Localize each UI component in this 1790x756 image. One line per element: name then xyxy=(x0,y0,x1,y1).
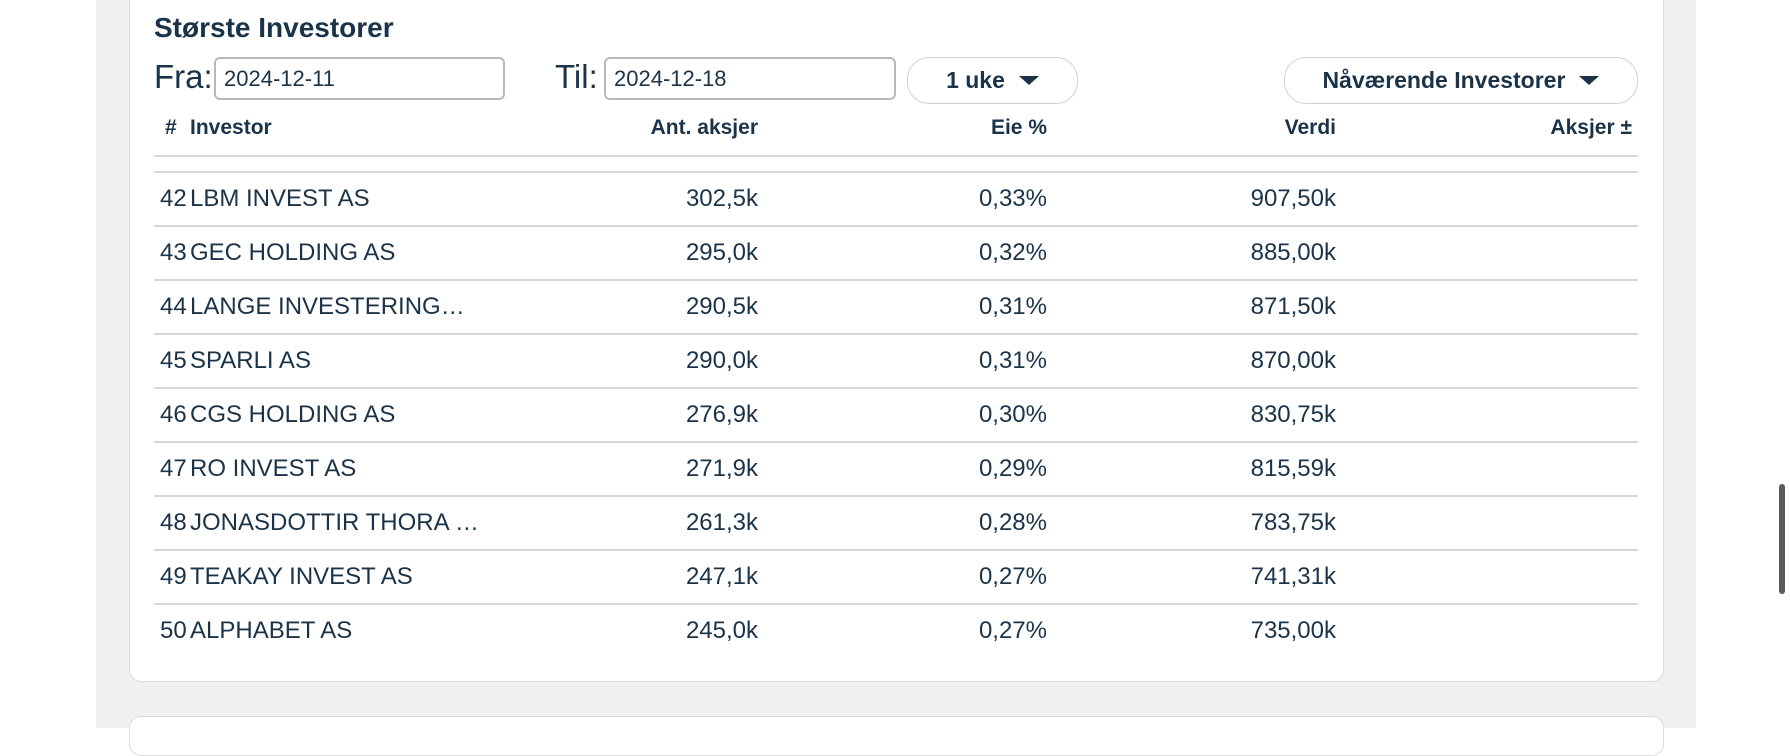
row-shares: 245,0k xyxy=(685,617,758,644)
row-value: 741,31k xyxy=(1250,563,1336,590)
row-investor-name[interactable]: RO INVEST AS xyxy=(190,455,357,482)
row-rank: 47 xyxy=(160,455,187,482)
table-row[interactable]: 48 JONASDOTTIR THORA J… 261,3k 0,28% 783,75k xyxy=(154,497,1638,551)
row-investor-name[interactable]: GEC HOLDING AS xyxy=(190,239,396,266)
row-ownership: 0,30% xyxy=(978,401,1047,428)
row-rank: 48 xyxy=(160,509,187,536)
row-ownership: 0,31% xyxy=(978,293,1047,320)
row-value: 870,00k xyxy=(1250,347,1336,374)
caret-down-icon xyxy=(1018,76,1039,85)
col-value-header[interactable]: Verdi xyxy=(1284,116,1336,139)
row-rank: 49 xyxy=(160,563,187,590)
row-ownership: 0,29% xyxy=(978,455,1047,482)
period-dropdown[interactable]: 1 uke xyxy=(907,57,1078,104)
table-row[interactable]: 46 CGS HOLDING AS 276,9k 0,30% 830,75k xyxy=(154,389,1638,443)
row-value: 783,75k xyxy=(1250,509,1336,536)
from-date-input[interactable] xyxy=(214,57,505,100)
row-shares: 290,5k xyxy=(685,293,758,320)
row-investor-name[interactable]: TEAKAY INVEST AS xyxy=(190,563,413,590)
largest-investors-card xyxy=(129,0,1664,682)
row-value: 871,50k xyxy=(1250,293,1336,320)
row-value: 830,75k xyxy=(1250,401,1336,428)
investor-table-body: 42 LBM INVEST AS 302,5k 0,33% 907,50k 43 GEC H… xyxy=(154,171,1638,659)
row-ownership: 0,28% xyxy=(978,509,1047,536)
row-value: 735,00k xyxy=(1250,617,1336,644)
from-label: Fra: xyxy=(154,58,213,95)
table-row[interactable]: 44 LANGE INVESTERINGER… 290,5k 0,31% 871,50k xyxy=(154,281,1638,335)
table-row[interactable]: 42 LBM INVEST AS 302,5k 0,33% 907,50k xyxy=(154,173,1638,227)
row-investor-name[interactable]: LANGE INVESTERINGER… xyxy=(190,293,480,320)
row-shares: 276,9k xyxy=(685,401,758,428)
row-investor-name[interactable]: CGS HOLDING AS xyxy=(190,401,396,428)
col-ownership-header[interactable]: Eie % xyxy=(990,116,1047,139)
card-title: Største Investorer xyxy=(154,12,394,43)
row-investor-name[interactable]: LBM INVEST AS xyxy=(190,185,370,212)
row-investor-name[interactable]: JONASDOTTIR THORA J… xyxy=(190,509,480,536)
row-shares: 261,3k xyxy=(685,509,758,536)
row-rank: 46 xyxy=(160,401,187,428)
row-value: 815,59k xyxy=(1250,455,1336,482)
row-value: 885,00k xyxy=(1250,239,1336,266)
row-ownership: 0,31% xyxy=(978,347,1047,374)
row-shares: 271,9k xyxy=(685,455,758,482)
row-rank: 43 xyxy=(160,239,187,266)
to-label: Til: xyxy=(555,58,598,95)
col-change-header[interactable]: Aksjer ± xyxy=(1550,116,1632,139)
row-shares: 247,1k xyxy=(685,563,758,590)
row-ownership: 0,27% xyxy=(978,617,1047,644)
col-shares-header[interactable]: Ant. aksjer xyxy=(650,116,758,139)
row-rank: 44 xyxy=(160,293,187,320)
caret-down-icon xyxy=(1579,76,1600,85)
left-gutter xyxy=(0,0,96,728)
to-date-input[interactable] xyxy=(604,57,896,100)
row-rank: 42 xyxy=(160,185,187,212)
table-row[interactable]: 45 SPARLI AS 290,0k 0,31% 870,00k xyxy=(154,335,1638,389)
table-row[interactable]: 47 RO INVEST AS 271,9k 0,29% 815,59k xyxy=(154,443,1638,497)
row-ownership: 0,32% xyxy=(978,239,1047,266)
table-row[interactable]: 49 TEAKAY INVEST AS 247,1k 0,27% 741,31k xyxy=(154,551,1638,605)
row-investor-name[interactable]: ALPHABET AS xyxy=(190,617,353,644)
row-value: 907,50k xyxy=(1250,185,1336,212)
scrollbar-thumb[interactable] xyxy=(1779,484,1785,594)
row-shares: 302,5k xyxy=(685,185,758,212)
row-ownership: 0,33% xyxy=(978,185,1047,212)
row-shares: 295,0k xyxy=(685,239,758,266)
col-rank-header[interactable]: # xyxy=(165,116,177,139)
row-ownership: 0,27% xyxy=(978,563,1047,590)
table-row[interactable]: 43 GEC HOLDING AS 295,0k 0,32% 885,00k xyxy=(154,227,1638,281)
col-investor-header[interactable]: Investor xyxy=(190,116,272,139)
row-investor-name[interactable]: SPARLI AS xyxy=(190,347,311,374)
investor-type-dropdown[interactable]: Nåværende Investorer xyxy=(1284,57,1638,104)
table-header: # Investor Ant. aksjer Eie % Verdi Aksje… xyxy=(154,110,1638,157)
row-shares: 290,0k xyxy=(685,347,758,374)
next-card xyxy=(129,716,1664,756)
table-row[interactable]: 50 ALPHABET AS 245,0k 0,27% 735,00k xyxy=(154,605,1638,659)
row-rank: 45 xyxy=(160,347,187,374)
investor-type-dropdown-label: Nåværende Investorer xyxy=(1322,67,1566,93)
period-dropdown-label: 1 uke xyxy=(946,67,1005,93)
row-rank: 50 xyxy=(160,617,187,644)
